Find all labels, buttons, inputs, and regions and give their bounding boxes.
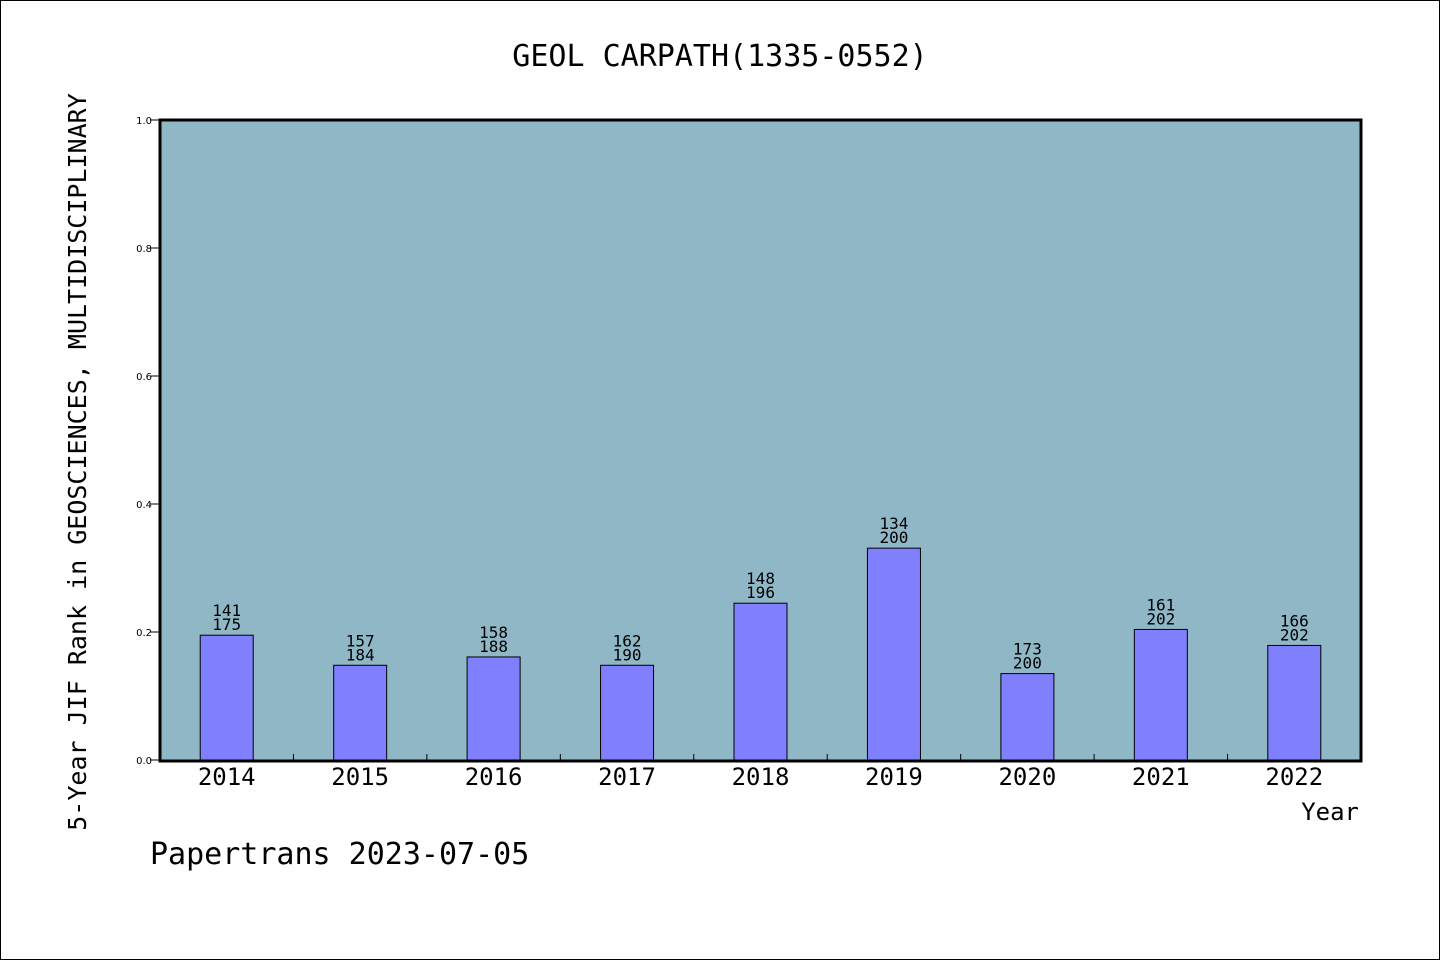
bar-rank-label: 158 (479, 623, 508, 642)
x-tick-label: 2015 (331, 763, 389, 791)
bar-2021 (1133, 628, 1188, 761)
x-tick-label: 2017 (598, 763, 656, 791)
bar-total-label: 188 (479, 637, 508, 656)
chart-title: GEOL CARPATH(1335-0552) (512, 39, 927, 74)
bar-rank-label: 148 (746, 569, 775, 588)
bar-rank-label: 161 (1146, 595, 1175, 614)
y-tick-label: 1.0 (136, 116, 152, 127)
x-axis-ticks: 2014 2015 2016 2017 2018 2019 2020 2021 2022 (198, 754, 1323, 791)
bar-rank-label: 162 (613, 631, 642, 650)
bar-total-label: 200 (879, 528, 908, 547)
bar-2018 (733, 602, 788, 761)
x-tick-label: 2022 (1265, 763, 1323, 791)
bar-total-label: 202 (1146, 609, 1175, 628)
y-tick-label: 0.0 (136, 756, 152, 767)
y-axis-label: 5-Year JIF Rank in GEOSCIENCES, MULTIDIS… (63, 93, 92, 831)
footer-credit: Papertrans 2023-07-05 (150, 837, 529, 872)
bar-2014 (199, 634, 254, 761)
bar-total-label: 196 (746, 583, 775, 602)
x-tick-label: 2018 (732, 763, 790, 791)
bar-total-label: 200 (1013, 654, 1042, 673)
x-tick-label: 2019 (865, 763, 923, 791)
bar-2022 (1267, 644, 1322, 761)
bar-2020 (1000, 673, 1055, 761)
y-tick-label: 0.2 (136, 628, 152, 639)
bar-total-label: 190 (613, 645, 642, 664)
bar-rank-label: 166 (1280, 611, 1309, 630)
bar-rank-label: 157 (346, 631, 375, 650)
bar-rank-label: 141 (212, 601, 241, 620)
bar-2017 (600, 664, 655, 761)
bar-2016 (466, 656, 521, 761)
x-tick-label: 2014 (198, 763, 256, 791)
bar-total-label: 184 (346, 645, 375, 664)
x-tick-label: 2021 (1132, 763, 1190, 791)
y-tick-label: 0.4 (136, 500, 152, 511)
bar-total-label: 202 (1280, 625, 1309, 644)
bar-total-label: 175 (212, 615, 241, 634)
bar-2019 (866, 547, 921, 761)
bar-rank-label: 134 (879, 514, 908, 533)
x-tick-label: 2020 (998, 763, 1056, 791)
y-tick-label: 0.8 (136, 244, 152, 255)
bar-rank-label: 173 (1013, 640, 1042, 659)
bar-2015 (333, 664, 388, 761)
x-axis-label: Year (1301, 798, 1359, 826)
y-axis-ticks: 0.0 0.2 0.4 0.6 0.8 1.0 (136, 116, 160, 767)
x-tick-label: 2016 (465, 763, 523, 791)
y-tick-label: 0.6 (136, 372, 152, 383)
